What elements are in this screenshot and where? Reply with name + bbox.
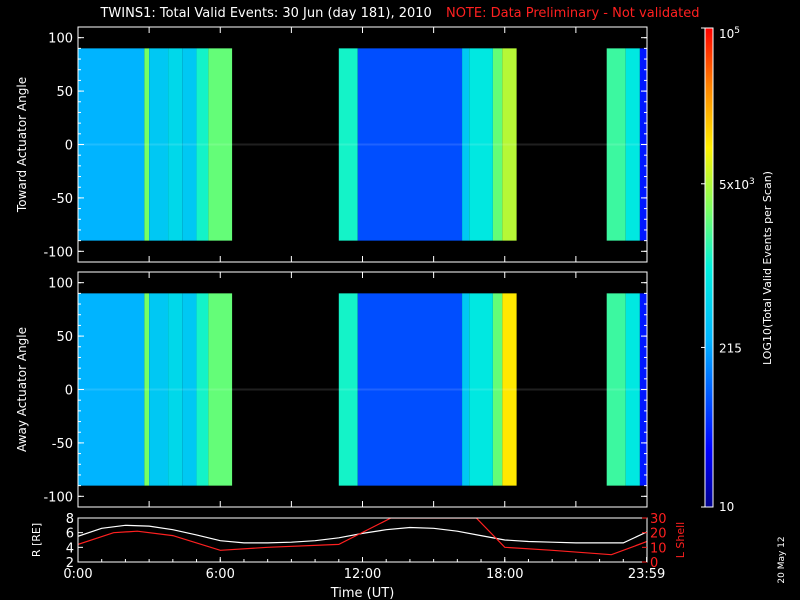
data-segment [502,293,517,486]
x-tick-label: 18:00 [486,567,523,582]
data-segment [625,48,640,241]
y-tick-label: 50 [56,330,73,345]
right-y-tick-label: 10 [650,541,667,556]
lshell-axis-label: L Shell [674,522,687,558]
data-segment [625,293,640,486]
colorbar: 10 215 5x103 105 LOG10(Total Valid Events pe… [701,26,774,514]
data-segment [492,48,503,241]
x-axis-label: Time (UT) [330,586,395,600]
colorbar-tick-label: 105 [719,26,740,41]
data-segment [502,48,517,241]
data-segment [78,293,145,486]
left-y-tick-label: 4 [66,541,74,556]
bottom-frame [77,517,648,563]
date-stamp: 20 May 12 [777,536,787,583]
colorbar-label: LOG10(Total Valid Events per Scan) [761,171,774,365]
data-segment [338,48,358,241]
lshell-line [78,518,647,556]
data-segment [469,48,493,241]
data-segment [196,293,209,486]
preliminary-note: NOTE: Data Preliminary - Not validated [445,6,700,21]
data-segment [78,48,145,241]
data-segment [149,48,169,241]
y-tick-label: 100 [48,277,73,292]
heatmap-panel-2: -100 -50 0 50 100 Away Actuator Angle [15,271,648,508]
data-segment [144,293,150,486]
title-text: TWINS1: Total Valid Events: 30 Jun (day … [100,6,432,21]
data-segment [182,293,197,486]
left-y-tick-label: 6 [66,527,74,542]
data-segment [144,48,150,241]
data-segment [182,48,197,241]
right-y-tick-label: 30 [650,512,667,527]
right-y-tick-label: 20 [650,527,667,542]
data-segment [338,293,358,486]
y-axis-label: Away Actuator Angle [15,327,29,452]
y-tick-label: 0 [65,139,73,154]
x-tick-label: 6:00 [206,567,235,582]
y-tick-label: 50 [56,85,73,100]
data-segment [357,48,463,241]
data-segment [357,293,463,486]
heatmap-panel-1: -100 -50 0 50 100 Toward Actuator Angle [15,26,648,263]
left-y-tick-label: 2 [66,556,74,571]
right-y-tick-label: 0 [650,556,658,571]
data-segment [208,48,233,241]
x-tick-label: 0:00 [63,567,92,582]
x-tick-label: 12:00 [344,567,381,582]
data-segment [149,293,169,486]
colorbar-scale [704,27,714,508]
r-axis-label: R [RE] [30,523,43,557]
y-tick-label: -100 [43,245,73,260]
data-segment [208,293,233,486]
data-segment [469,293,493,486]
data-segment [168,293,183,486]
y-tick-label: -50 [52,437,73,452]
colorbar-tick-label: 215 [719,341,742,355]
left-y-tick-label: 8 [66,512,74,527]
data-segment [462,48,470,241]
chart-title: TWINS1: Total Valid Events: 30 Jun (day … [0,6,800,21]
y-axis-label: Toward Actuator Angle [15,77,29,213]
y-tick-label: -100 [43,490,73,505]
data-segment [606,48,626,241]
data-segment [462,293,470,486]
colorbar-tick-label: 10 [719,500,734,514]
data-segment [168,48,183,241]
data-segment [196,48,209,241]
y-tick-label: -50 [52,192,73,207]
y-tick-label: 0 [65,384,73,399]
y-tick-label: 100 [48,32,73,47]
data-segment [492,293,503,486]
colorbar-tick-label: 5x103 [719,177,755,192]
r-distance-line [78,524,647,544]
data-segment [606,293,626,486]
x-tick-label: 23:59 [628,567,665,582]
